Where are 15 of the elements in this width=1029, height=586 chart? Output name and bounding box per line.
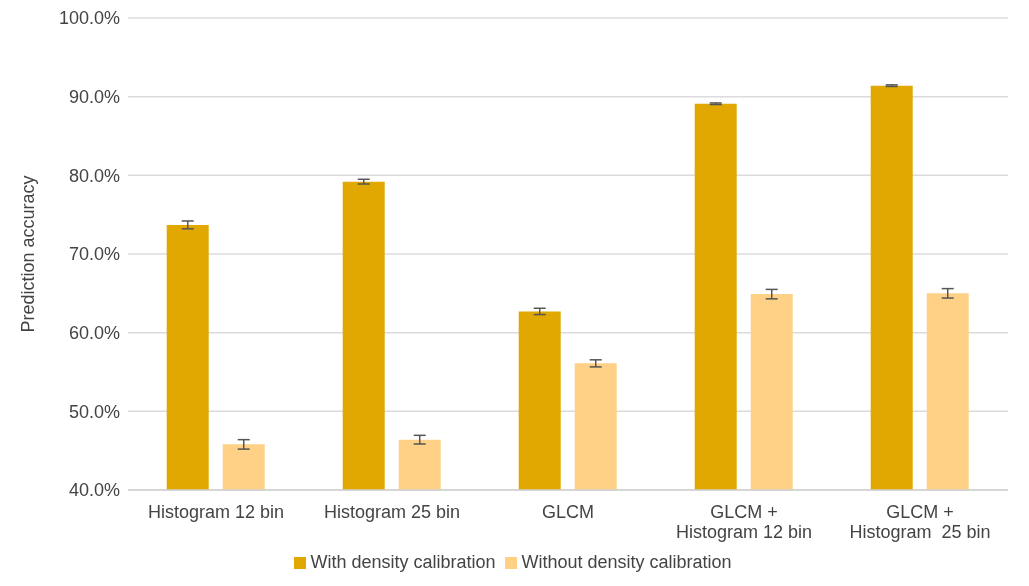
x-tick-label: Histogram 12 bin xyxy=(147,502,285,522)
y-tick-label: 60.0% xyxy=(68,323,120,344)
y-tick-label: 100.0% xyxy=(58,8,120,29)
x-tick-label: GLCM xyxy=(541,502,595,522)
legend-label: Without density calibration xyxy=(521,552,732,572)
x-tick-label: Histogram 25 bin xyxy=(323,502,461,522)
y-tick-label: 50.0% xyxy=(68,401,120,422)
y-axis-title: Prediction accuracy xyxy=(18,175,39,333)
x-tick-label: GLCM + Histogram 25 bin xyxy=(849,502,991,542)
y-tick-label: 70.0% xyxy=(68,244,120,265)
y-tick-label: 40.0% xyxy=(68,480,120,501)
y-tick-label: 90.0% xyxy=(68,87,120,108)
legend-label: With density calibration xyxy=(310,552,496,572)
y-tick-label: 80.0% xyxy=(68,165,120,186)
x-tick-label: GLCM + Histogram 12 bin xyxy=(675,502,813,542)
